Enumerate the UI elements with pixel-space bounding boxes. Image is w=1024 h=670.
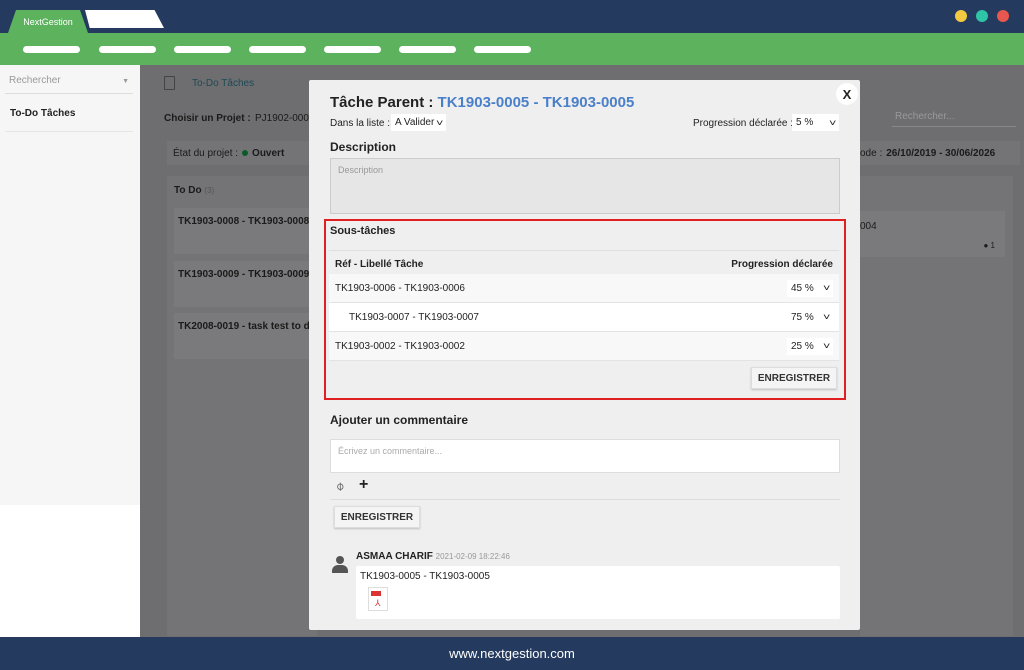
comment-input[interactable]: Écrivez un commentaire... <box>330 439 840 473</box>
plus-icon[interactable]: + <box>359 476 369 493</box>
pdf-icon[interactable]: ⅄ <box>368 587 388 611</box>
subtasks-save-button[interactable]: ENREGISTRER <box>751 367 837 389</box>
status-dot-icon <box>242 150 249 156</box>
comment-save-button[interactable]: ENREGISTRER <box>334 506 420 528</box>
breadcrumb[interactable]: To-Do Tâches <box>192 78 255 89</box>
comment-meta: ASMAA CHARIF 2021-02-09 18:22:46 <box>356 551 510 562</box>
comment-count: ● 1 <box>983 241 995 250</box>
nav-item[interactable] <box>249 46 306 53</box>
modal-title: Tâche Parent : TK1903-0005 - TK1903-0005 <box>330 94 635 111</box>
state-value: Ouvert <box>252 147 285 159</box>
subtask-progress-select[interactable]: 45 % ˅ <box>787 279 833 297</box>
sidebar-item-todo[interactable]: To-Do Tâches <box>5 108 133 132</box>
comment-heading: Ajouter un commentaire <box>330 413 469 427</box>
task-card[interactable]: TK1903-0009 - TK1903-0009 <box>174 261 309 307</box>
subtask-progress-select[interactable]: 75 % ˅ <box>787 308 833 326</box>
column-title: To Do (3) <box>174 185 215 196</box>
top-bar <box>0 0 1024 33</box>
project-label: Choisir un Projet : <box>164 113 251 124</box>
subtasks-highlight <box>324 219 846 400</box>
nav-item[interactable] <box>399 46 456 53</box>
footer: www.nextgestion.com <box>0 637 1024 670</box>
divider <box>330 499 840 500</box>
task-card[interactable]: 004 ● 1 <box>860 211 1005 257</box>
comment-text: TK1903-0005 - TK1903-0005 <box>360 571 490 582</box>
project-select[interactable]: PJ1902-0001 <box>255 113 315 124</box>
description-field[interactable]: Description <box>330 158 840 214</box>
list-label: Dans la liste : <box>330 118 391 129</box>
board-search[interactable]: Rechercher... <box>892 111 1016 127</box>
subtask-row: TK1903-0007 - TK1903-0007 75 % ˅ <box>329 303 839 332</box>
nav-item[interactable] <box>474 46 531 53</box>
nav-item[interactable] <box>324 46 381 53</box>
subtask-row: TK1903-0006 - TK1903-0006 45 % ˅ <box>329 274 839 303</box>
close-dot-icon[interactable] <box>997 10 1009 22</box>
paperclip-icon[interactable]: ⌀ <box>332 478 348 494</box>
period-value: 26/10/2019 - 30/06/2026 <box>886 147 996 159</box>
project-state: État du projet : Ouvert <box>167 141 327 165</box>
subtask-progress-select[interactable]: 25 % ˅ <box>787 337 833 355</box>
period-label: ode : <box>860 147 883 159</box>
avatar-icon <box>332 556 348 574</box>
task-card[interactable]: TK2008-0019 - task test to do <box>174 313 309 359</box>
list-select[interactable]: A Valider ˅ <box>391 114 446 131</box>
nav-item[interactable] <box>174 46 231 53</box>
project-period: ode :26/10/2019 - 30/06/2026 <box>860 141 1020 165</box>
state-label: État du projet : <box>173 147 239 159</box>
maximize-dot-icon[interactable] <box>976 10 988 22</box>
subtasks-heading: Sous-tâches <box>330 225 396 237</box>
close-button[interactable]: X <box>836 83 858 105</box>
nav-item[interactable] <box>23 46 80 53</box>
caret-down-icon: ▼ <box>122 78 129 85</box>
progress-select[interactable]: 5 % ˅ <box>792 114 839 131</box>
blank-tab[interactable] <box>85 10 164 28</box>
task-card[interactable]: TK1903-0008 - TK1903-0008 <box>174 208 309 254</box>
sidebar-search[interactable]: Rechercher ▼ <box>5 75 133 94</box>
progress-label: Progression déclarée : <box>693 118 794 129</box>
subtask-row: TK1903-0002 - TK1903-0002 25 % ˅ <box>329 332 839 361</box>
sidebar-search-placeholder: Rechercher <box>9 75 61 86</box>
description-heading: Description <box>330 140 397 154</box>
nav-item[interactable] <box>99 46 156 53</box>
comment-body: TK1903-0005 - TK1903-0005 ⅄ <box>356 566 840 619</box>
document-icon <box>164 76 175 90</box>
app-tab[interactable]: NextGestion <box>8 10 88 33</box>
chevron-down-icon: ˅ <box>828 117 837 128</box>
minimize-dot-icon[interactable] <box>955 10 967 22</box>
task-modal: Tâche Parent : TK1903-0005 - TK1903-0005… <box>309 80 860 630</box>
sidebar-panel <box>0 65 140 505</box>
chevron-down-icon: ˅ <box>435 117 444 128</box>
